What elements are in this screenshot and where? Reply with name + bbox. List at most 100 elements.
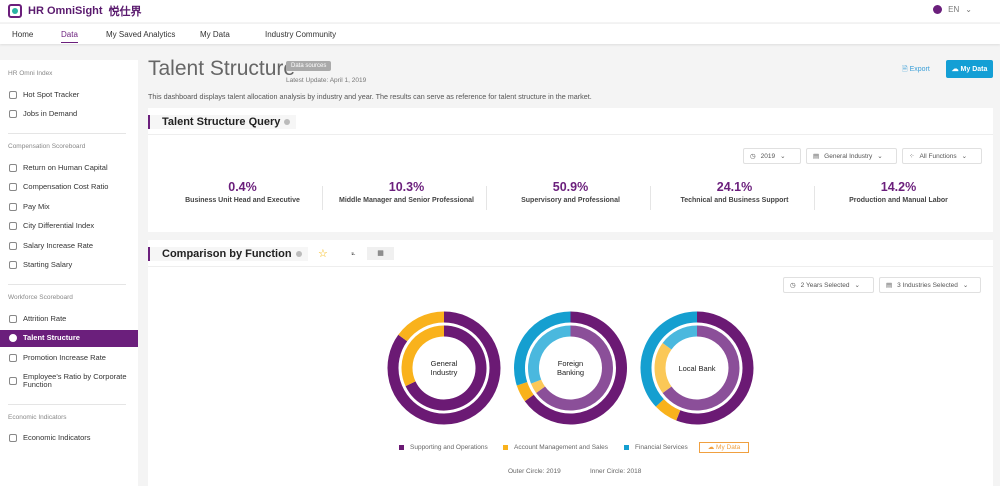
sidebar-item-attrition-rate[interactable]: Attrition Rate [0,310,138,327]
document-icon: 🗎 [902,66,910,73]
top-bar: HR OmniSight 悦仕界 EN ⌄ [0,0,1000,22]
legend-item[interactable]: Account Management and Sales [503,444,608,451]
functions-select[interactable]: ⁘ All Functions ⌄ [902,148,982,164]
stat-item: 50.9% Supervisory and Professional [488,180,653,205]
menu-icon [9,202,17,211]
stat-label: Supervisory and Professional [521,197,620,204]
stat-label: Middle Manager and Senior Professional [339,197,474,204]
industries-select[interactable]: ▤ 3 Industries Selected ⌄ [879,277,981,293]
main-nav: Home Data My Saved Analytics My Data Ind… [0,24,1000,44]
functions-icon: ⁘ [909,153,915,160]
menu-icon [9,183,17,191]
outer-circle-note: Outer Circle: 2019 [508,468,561,475]
chevron-down-icon: ⌄ [780,153,786,160]
language-selector[interactable]: EN ⌄ [933,5,972,14]
info-icon[interactable] [284,119,291,125]
menu-icon [9,261,17,269]
chevron-down-icon: ⌄ [965,5,972,14]
talent-structure-query-card: Talent Structure Query [148,108,993,232]
stat-item: 14.2% Production and Manual Labor [816,180,981,205]
view-toggle: ⟀ ▦ [340,247,394,260]
stat-item: 10.3% Middle Manager and Senior Professio… [324,180,489,205]
menu-icon [9,376,17,385]
favorite-star-icon[interactable]: ☆ [318,248,328,260]
menu-icon [9,90,17,99]
building-icon: ▤ [886,282,893,289]
legend-swatch [399,445,404,450]
years-select[interactable]: ◷ 2 Years Selected ⌄ [783,277,874,293]
sidebar-item-compensation-cost-ratio[interactable]: Compensation Cost Ratio [0,179,138,196]
my-data-legend-button[interactable]: ☁ My Data [699,442,749,453]
year-select[interactable]: ◷ 2019 ⌄ [743,148,801,164]
brand-logo[interactable]: HR OmniSight 悦仕界 [8,3,142,19]
sidebar-item-talent-structure[interactable]: Talent Structure [0,329,138,347]
sidebar-item-economic-indicators[interactable]: Economic Indicators [0,430,138,447]
menu-icon [9,334,17,342]
menu-icon [9,434,17,442]
menu-icon [9,222,17,230]
sidebar-divider [8,133,126,134]
menu-icon [9,241,17,250]
legend-swatch [624,445,629,450]
chevron-down-icon: ⌄ [961,153,968,160]
menu-icon [9,163,17,172]
page-title: Talent Structure [148,57,296,80]
brand-name: HR OmniSight [28,5,103,17]
sidebar-item-return-on-human-capital[interactable]: Return on Human Capital [0,159,138,176]
legend-item[interactable]: Financial Services [624,444,688,451]
my-data-label: My Data [960,65,988,73]
menu-icon [9,353,17,362]
nav-my-saved-analytics[interactable]: My Saved Analytics [106,30,176,39]
legend-swatch [503,445,508,450]
logo-icon [8,4,22,18]
stat-value: 50.9% [552,180,589,194]
chevron-down-icon: ⌄ [962,282,969,289]
sidebar-item-city-differential-index[interactable]: City Differential Index [0,218,138,235]
chevron-down-icon: ⌄ [854,282,860,289]
latest-update: Latest Update: April 1, 2019 [286,77,367,84]
clock-icon: ◷ [790,282,796,289]
nav-my-data[interactable]: My Data [200,30,230,39]
stat-value: 14.2% [880,180,917,194]
sidebar-item-pay-mix[interactable]: Pay Mix [0,198,138,215]
cloud-icon: ☁ [951,66,961,73]
sidebar-item-jobs-in-demand[interactable]: Jobs in Demand [0,106,138,123]
sidebar-item-employee-s-ratio-by-corporate-function[interactable]: Employee's Ratio by Corporate Function [0,369,138,393]
menu-icon [9,110,17,118]
page-description: This dashboard displays talent allocatio… [148,92,592,101]
info-icon[interactable] [295,251,302,257]
export-button[interactable]: 🗎 Export [902,65,930,76]
sidebar-divider [8,284,126,285]
stat-label: Technical and Business Support [680,197,789,204]
stat-value: 10.3% [388,180,425,194]
sidebar-item-salary-increase-rate[interactable]: Salary Increase Rate [0,237,138,254]
brand-name-cn: 悦仕界 [108,6,142,18]
stat-label: Business Unit Head and Executive [185,197,300,204]
sidebar-section-title: Compensation Scoreboard [8,143,86,150]
data-sources-badge[interactable]: Data sources [286,61,332,71]
my-data-button[interactable]: ☁ My Data [946,60,993,78]
legend-item[interactable]: Supporting and Operations [399,444,488,451]
section-title: Comparison by Function [148,247,308,261]
sidebar-section-title: Economic Indicators [8,413,67,421]
language-label: EN [948,5,960,14]
sidebar: HR Omni Index Hot Spot Tracker Jobs in Dem… [0,60,138,486]
chevron-down-icon: ⌄ [877,153,883,160]
industry-select[interactable]: ▤ General Industry ⌄ [806,148,897,164]
sidebar-item-promotion-increase-rate[interactable]: Promotion Increase Rate [0,349,138,366]
nav-home[interactable]: Home [12,30,34,39]
nav-data[interactable]: Data [61,30,78,43]
sidebar-divider [8,403,126,405]
stat-item: 24.1% Technical and Business Support [652,180,817,205]
nav-industry-community[interactable]: Industry Community [265,30,337,39]
chart-view-button[interactable]: ⟀ [340,247,367,260]
sidebar-item-starting-salary[interactable]: Starting Salary [0,257,138,274]
menu-icon [9,314,17,323]
building-icon: ▤ [813,153,820,160]
table-view-button[interactable]: ▦ [377,250,384,257]
sidebar-item-hot-spot-tracker[interactable]: Hot Spot Tracker [0,86,138,103]
clock-icon: ◷ [750,153,756,160]
sidebar-section-title: HR Omni Index [8,70,53,77]
cloud-icon: ☁ [707,444,717,451]
stat-value: 24.1% [716,180,753,194]
